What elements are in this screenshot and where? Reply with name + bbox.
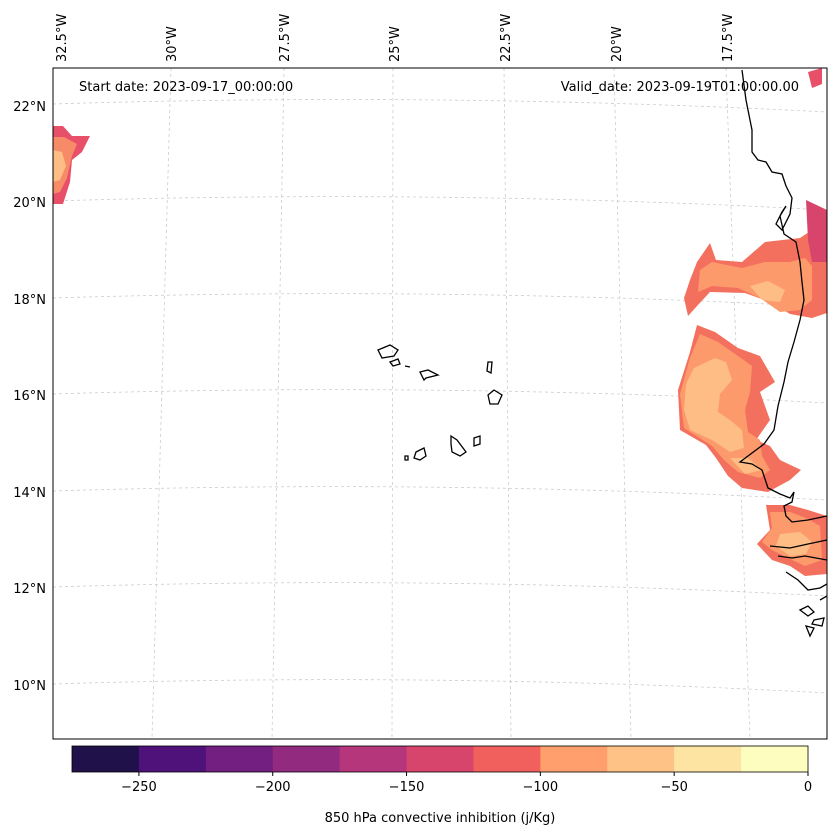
- colorbar-tick-label: −200: [255, 780, 291, 795]
- cin-contours: [53, 68, 827, 576]
- lon-label-20w: 20°W: [610, 26, 625, 62]
- parallel-18n: [53, 293, 827, 308]
- parallel-10n: [53, 679, 827, 694]
- bijagos-islands: [798, 605, 825, 638]
- island-sal: [486, 361, 493, 375]
- parallel-12n: [53, 582, 827, 597]
- island-fogo: [413, 447, 427, 461]
- contour-far-ne: [808, 68, 822, 88]
- colorbar: −250 −200 −150 −100 −50 0 850 hPa convective …: [71, 745, 812, 826]
- lon-label-32-5w: 32.5°W: [55, 14, 70, 62]
- colorbar-swatch: [72, 746, 140, 772]
- lon-label-30w: 30°W: [165, 26, 180, 62]
- colorbar-swatch: [674, 746, 742, 772]
- lat-labels: 22°N 20°N 18°N 16°N 14°N 12°N 10°N: [13, 100, 46, 694]
- contour-ne-corner: [806, 200, 827, 262]
- valid-date-label: Valid_date: 2023-09-19T01:00:00.00: [561, 80, 799, 95]
- lat-label-10n: 10°N: [13, 679, 46, 694]
- contour-nw-inner: [53, 150, 66, 182]
- lat-label-16n: 16°N: [13, 389, 46, 404]
- parallel-20n: [53, 196, 827, 211]
- island-sao-nicolau: [419, 369, 440, 382]
- parallel-14n: [53, 486, 827, 501]
- colorbar-tick-label: −50: [660, 780, 687, 795]
- colorbar-tick-label: −100: [523, 780, 559, 795]
- contour-north-inner: [750, 281, 785, 302]
- lat-label-12n: 12°N: [13, 582, 46, 597]
- meridian-25w: [391, 68, 394, 739]
- colorbar-tick-label: 0: [804, 780, 812, 795]
- lon-label-27-5w: 27.5°W: [278, 14, 293, 62]
- colorbar-swatch: [607, 746, 675, 772]
- meridian-22-5w: [503, 68, 512, 739]
- colorbar-swatch: [205, 746, 274, 772]
- island-sao-vicente: [388, 358, 401, 367]
- lat-label-22n: 22°N: [13, 100, 46, 115]
- colorbar-label: 850 hPa convective inhibition (j/Kg): [325, 811, 556, 826]
- lat-label-20n: 20°N: [13, 196, 46, 211]
- colorbar-swatches: [72, 746, 809, 772]
- island-santa-luzia: [404, 365, 411, 368]
- colorbar-swatch: [406, 746, 474, 772]
- colorbar-swatch: [473, 746, 541, 772]
- meridian-27-5w: [271, 68, 285, 739]
- contour-central-inner: [684, 358, 744, 452]
- colorbar-swatch: [339, 746, 408, 772]
- parallel-22n: [53, 99, 827, 113]
- gambia-river: [769, 539, 827, 549]
- coastlines: [377, 69, 827, 638]
- lon-label-22-5w: 22.5°W: [499, 14, 514, 62]
- meridian-30w: [151, 68, 172, 739]
- island-boa-vista: [487, 389, 503, 405]
- meridian-17-5w: [725, 68, 751, 739]
- colorbar-swatch: [540, 746, 608, 772]
- colorbar-swatch: [138, 746, 207, 772]
- guinea-bissau-coast: [785, 571, 827, 591]
- lon-label-17-5w: 17.5°W: [721, 14, 736, 62]
- island-brava: [404, 455, 409, 461]
- island-santo-antao: [377, 344, 399, 359]
- lon-label-25w: 25°W: [388, 26, 403, 62]
- contour-central-inner-2: [730, 458, 762, 474]
- lat-label-18n: 18°N: [13, 293, 46, 308]
- meridian-20w: [613, 68, 632, 739]
- start-date-label: Start date: 2023-09-17_00:00:00: [79, 80, 293, 95]
- island-santiago: [450, 434, 467, 457]
- colorbar-tick-label: −150: [389, 780, 425, 795]
- colorbar-tick-label: −250: [121, 780, 157, 795]
- guinea-coast: [819, 595, 827, 601]
- colorbar-ticks: −250 −200 −150 −100 −50 0: [121, 772, 812, 795]
- contour-south-inner: [776, 532, 812, 556]
- map-frame: [52, 67, 828, 740]
- colorbar-swatch: [741, 746, 809, 772]
- colorbar-swatch: [272, 746, 341, 772]
- colorbar-frame: [71, 745, 809, 773]
- lon-labels: 32.5°W 30°W 27.5°W 25°W 22.5°W 20°W 17.5…: [55, 14, 736, 62]
- gridlines: [53, 68, 827, 739]
- lat-label-14n: 14°N: [13, 486, 46, 501]
- african-coastline: [738, 69, 827, 523]
- casamance-coast: [777, 555, 827, 561]
- island-maio: [473, 435, 481, 447]
- parallel-16n: [53, 389, 827, 404]
